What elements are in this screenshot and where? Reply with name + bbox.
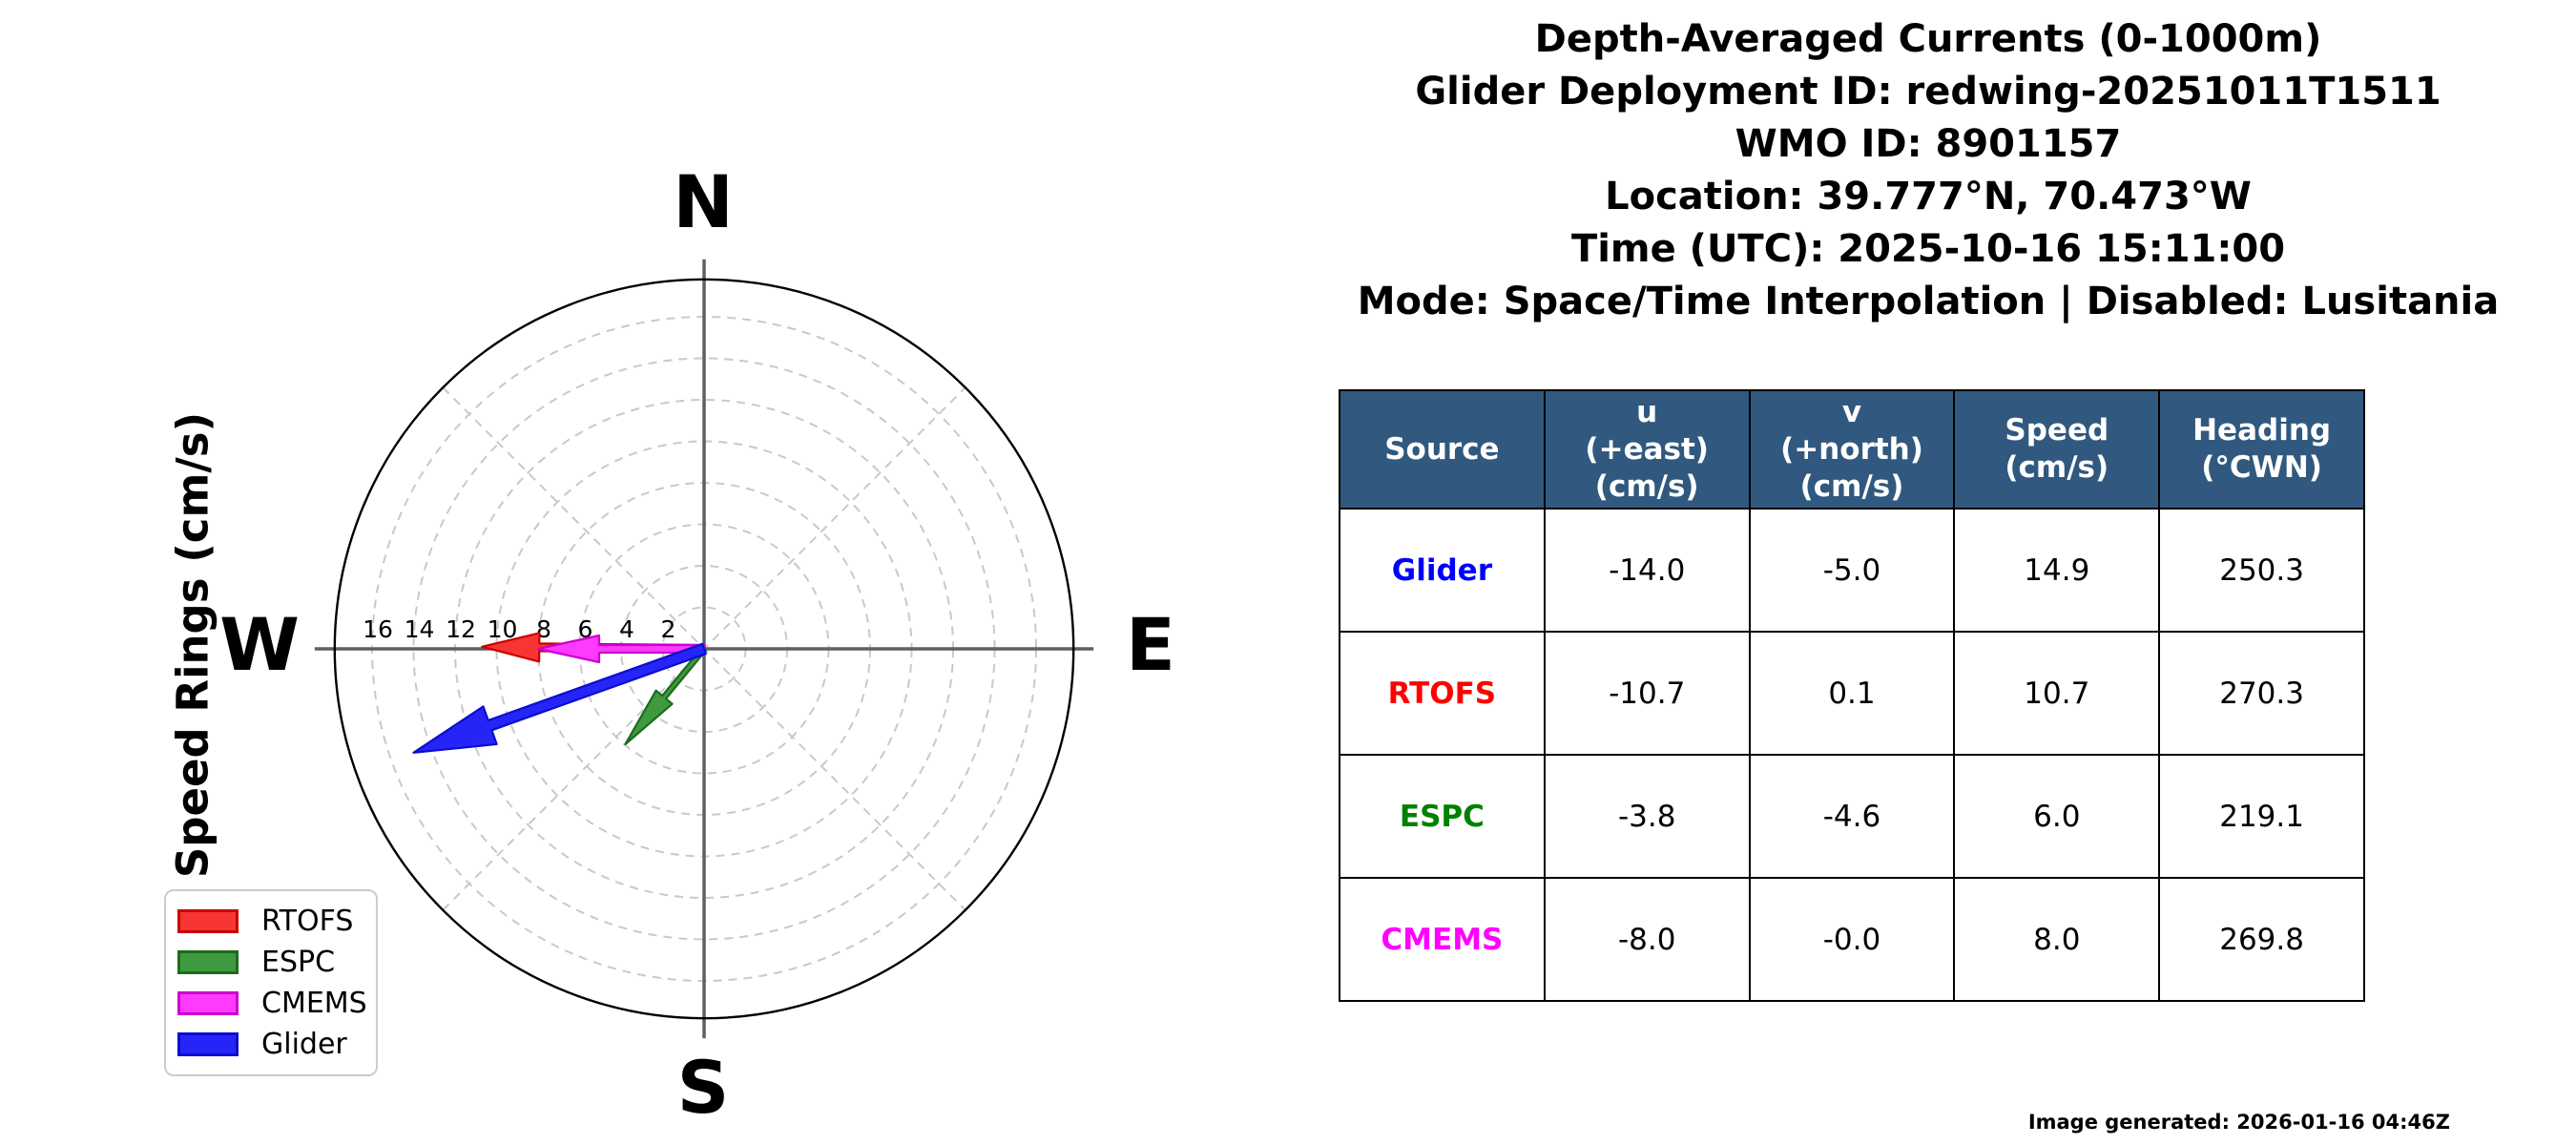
outer-boundary-circle bbox=[333, 278, 1075, 1020]
compass-label-south: S bbox=[676, 1045, 730, 1130]
title-line-1: Depth-Averaged Currents (0-1000m) bbox=[1534, 17, 2322, 61]
legend-swatch-rtofs bbox=[177, 909, 239, 933]
current-comparison-table: Source u (+east) (cm/s) v (+north) (cm/s) S… bbox=[1339, 389, 2365, 1002]
column-header-3: Speed (cm/s) bbox=[1953, 389, 2161, 510]
legend-swatch-espc bbox=[177, 950, 239, 974]
ring-label-6: 6 bbox=[578, 615, 593, 643]
title-line-2: Glider Deployment ID: redwing-20251011T1… bbox=[1415, 70, 2441, 114]
ring-label-4: 4 bbox=[619, 615, 634, 643]
table-row-cmems: CMEMS -8.0 -0.0 8.0 269.8 bbox=[1339, 877, 2365, 1002]
legend-item-glider: Glider bbox=[177, 1030, 364, 1059]
cell-cmems-heading: 269.8 bbox=[2158, 877, 2365, 1002]
ring-label-2: 2 bbox=[661, 615, 676, 643]
cell-espc-source: ESPC bbox=[1339, 754, 1546, 879]
cell-rtofs-heading: 270.3 bbox=[2158, 631, 2365, 756]
compass-label-east: E bbox=[1126, 602, 1175, 687]
chart-title-block: Depth-Averaged Currents (0-1000m) Glider … bbox=[1326, 13, 2530, 328]
cell-espc-heading: 219.1 bbox=[2158, 754, 2365, 879]
column-header-0: Source bbox=[1339, 389, 1546, 510]
column-header-4: Heading (°CWN) bbox=[2158, 389, 2365, 510]
table-header: Source u (+east) (cm/s) v (+north) (cm/s) S… bbox=[1339, 389, 2365, 510]
legend-item-rtofs: RTOFS bbox=[177, 904, 364, 938]
current-vector-arrow-espc bbox=[624, 646, 707, 746]
current-vector-arrow-glider bbox=[412, 642, 707, 754]
cell-cmems-source: CMEMS bbox=[1339, 877, 1546, 1002]
current-comparison-table-wrap: Source u (+east) (cm/s) v (+north) (cm/s) S… bbox=[1339, 389, 2365, 1002]
cell-glider-source: Glider bbox=[1339, 508, 1546, 633]
legend-swatch-glider bbox=[177, 1032, 239, 1056]
title-line-3: WMO ID: 8901157 bbox=[1735, 122, 2122, 166]
ring-label-16: 16 bbox=[363, 615, 393, 643]
title-line-5: Time (UTC): 2025-10-16 15:11:00 bbox=[1570, 227, 2286, 271]
cell-glider-u: -14.0 bbox=[1543, 508, 1751, 633]
cell-cmems-u: -8.0 bbox=[1543, 877, 1751, 1002]
table-row-glider: Glider -14.0 -5.0 14.9 250.3 bbox=[1339, 508, 2365, 633]
cell-rtofs-v: 0.1 bbox=[1748, 631, 1956, 756]
legend-label-rtofs: RTOFS bbox=[261, 904, 354, 938]
table-row-espc: ESPC -3.8 -4.6 6.0 219.1 bbox=[1339, 754, 2365, 879]
cell-rtofs-source: RTOFS bbox=[1339, 631, 1546, 756]
speed-rings-axis-label: Speed Rings (cm/s) bbox=[167, 411, 218, 879]
compass-label-north: N bbox=[673, 159, 734, 244]
cell-rtofs-u: -10.7 bbox=[1543, 631, 1751, 756]
cell-glider-heading: 250.3 bbox=[2158, 508, 2365, 633]
legend-item-espc: ESPC bbox=[177, 945, 364, 979]
chart-legend: RTOFS ESPC CMEMS Glider bbox=[164, 889, 378, 1076]
cell-rtofs-speed: 10.7 bbox=[1953, 631, 2161, 756]
cell-espc-u: -3.8 bbox=[1543, 754, 1751, 879]
compass-label-west: W bbox=[219, 602, 300, 687]
ring-label-14: 14 bbox=[405, 615, 435, 643]
cell-espc-speed: 6.0 bbox=[1953, 754, 2161, 879]
cell-glider-v: -5.0 bbox=[1748, 508, 1956, 633]
title-line-6: Mode: Space/Time Interpolation | Disable… bbox=[1357, 280, 2500, 323]
ring-label-12: 12 bbox=[446, 615, 476, 643]
legend-label-espc: ESPC bbox=[261, 945, 336, 979]
column-header-2: v (+north) (cm/s) bbox=[1748, 389, 1956, 510]
legend-label-glider: Glider bbox=[261, 1027, 347, 1061]
cell-glider-speed: 14.9 bbox=[1953, 508, 2161, 633]
legend-swatch-cmems bbox=[177, 991, 239, 1015]
table-row-rtofs: RTOFS -10.7 0.1 10.7 270.3 bbox=[1339, 631, 2365, 756]
legend-item-cmems: CMEMS bbox=[177, 986, 367, 1020]
cell-cmems-speed: 8.0 bbox=[1953, 877, 2161, 1002]
cell-espc-v: -4.6 bbox=[1748, 754, 1956, 879]
image-generated-timestamp: Image generated: 2026-01-16 04:46Z bbox=[2027, 1111, 2450, 1134]
title-line-4: Location: 39.777°N, 70.473°W bbox=[1605, 175, 2252, 219]
column-header-1: u (+east) (cm/s) bbox=[1543, 389, 1751, 510]
legend-label-cmems: CMEMS bbox=[261, 986, 367, 1020]
cell-cmems-v: -0.0 bbox=[1748, 877, 1956, 1002]
